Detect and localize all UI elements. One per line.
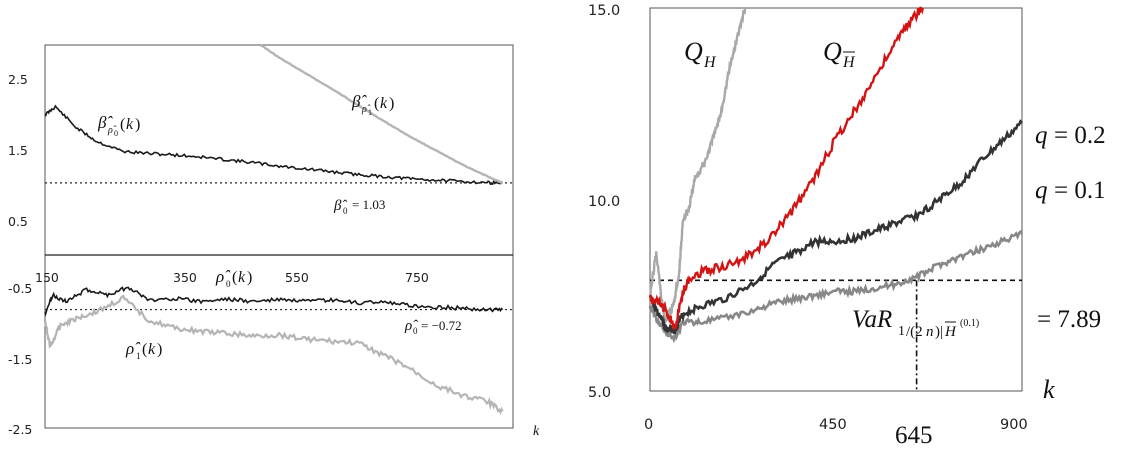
x-marker-645: 645 (895, 422, 933, 449)
svg-text:0: 0 (413, 326, 418, 336)
svg-text:k: k (380, 95, 388, 112)
series-rho1 (43, 294, 504, 415)
left-panel-frame (44, 44, 514, 429)
y-tick-bottom-left: -0.5 (8, 281, 32, 296)
label-rho0: ρ̂ 0 ( k ) (215, 267, 252, 289)
right-panel-frame (649, 7, 1023, 392)
svg-text:(: ( (232, 269, 237, 286)
svg-text:(: ( (374, 95, 379, 112)
svg-text:ρ̂: ρ̂ (361, 104, 371, 115)
label-var: VaR 1 /(2 n )| H (0.1) = 7.89 (852, 306, 1101, 340)
svg-text:0: 0 (114, 129, 118, 138)
svg-text:H: H (842, 54, 856, 71)
svg-text:Q: Q (823, 37, 842, 66)
y-tick-bottom-left: -1.5 (8, 352, 32, 367)
label-rho1: ρ̂ 1 ( k ) (125, 339, 162, 361)
svg-text:k: k (238, 269, 246, 286)
x-tick-bottom-left: 550 (285, 270, 309, 285)
series-qh-bar (648, 6, 924, 332)
series-q-0.1 (648, 229, 1024, 344)
svg-text:): ) (389, 95, 394, 112)
label-q-0.2: q = 0.2 (1035, 122, 1106, 149)
svg-text:0: 0 (226, 279, 231, 289)
svg-text:Q: Q (684, 37, 703, 66)
label-qh: Q H (684, 37, 717, 71)
svg-text:k: k (148, 341, 156, 358)
svg-text:n: n (926, 324, 934, 340)
svg-text:(0.1): (0.1) (960, 318, 979, 329)
label-q-0.1: q = 0.1 (1035, 177, 1106, 204)
svg-text:1: 1 (898, 324, 905, 339)
svg-text:): ) (135, 116, 140, 133)
svg-text:(: ( (120, 116, 125, 133)
svg-text:= −0.72: = −0.72 (421, 318, 462, 333)
svg-text:= 0.2: = 0.2 (1054, 122, 1106, 149)
svg-text:/(2: /(2 (906, 324, 923, 340)
y-tick-right: 10.0 (588, 194, 620, 210)
svg-text:H: H (944, 324, 957, 340)
svg-text:1: 1 (368, 108, 372, 117)
svg-text:k: k (126, 116, 134, 133)
x-tick-right: 0 (644, 417, 653, 433)
svg-text:= 1.03: = 1.03 (352, 197, 385, 212)
y-tick-right: 5.0 (588, 385, 611, 401)
series-beta-rho0 (44, 104, 504, 185)
series-beta-rho1 (260, 44, 504, 185)
label-rho0-value: ρ̂ 0 = −0.72 (404, 318, 462, 336)
x-tick-bottom-left: 350 (173, 270, 197, 285)
series-rho0 (44, 286, 504, 317)
svg-text:0: 0 (343, 206, 348, 216)
x-tick-bottom-left: 150 (35, 270, 59, 285)
svg-text:): ) (247, 269, 252, 286)
svg-text:q: q (1035, 177, 1048, 204)
y-tick-top-left: 0.5 (8, 214, 28, 229)
y-tick-bottom-left: -2.5 (8, 422, 32, 437)
series-q-0.2 (649, 119, 1023, 335)
svg-text:): ) (157, 341, 162, 358)
label-qh-bar: Q H (823, 37, 856, 71)
svg-text:(: ( (142, 341, 147, 358)
x-axis-label-left: k (533, 424, 540, 439)
svg-text:1: 1 (136, 351, 141, 361)
svg-text:q: q (1035, 122, 1048, 149)
y-tick-right: 15.0 (588, 3, 620, 19)
svg-text:= 0.1: = 0.1 (1054, 177, 1106, 204)
svg-text:ρ̂: ρ̂ (107, 125, 117, 136)
series-qh (648, 7, 747, 324)
label-beta0-value: β̂ 0 = 1.03 (333, 197, 385, 216)
x-axis-label-right: k (1043, 375, 1055, 404)
y-tick-top-left: 1.5 (8, 143, 28, 158)
svg-text:= 7.89: = 7.89 (1037, 306, 1101, 333)
svg-text:VaR: VaR (852, 306, 892, 333)
x-tick-right: 900 (1000, 417, 1028, 433)
label-beta-rho0: β̂ ρ̂ 0 ( k ) (97, 113, 140, 138)
x-tick-right: 450 (819, 417, 847, 433)
x-tick-bottom-left: 750 (405, 270, 429, 285)
svg-text:)|: )| (935, 324, 943, 340)
y-tick-top-left: 2.5 (8, 72, 28, 87)
svg-text:H: H (703, 54, 717, 71)
